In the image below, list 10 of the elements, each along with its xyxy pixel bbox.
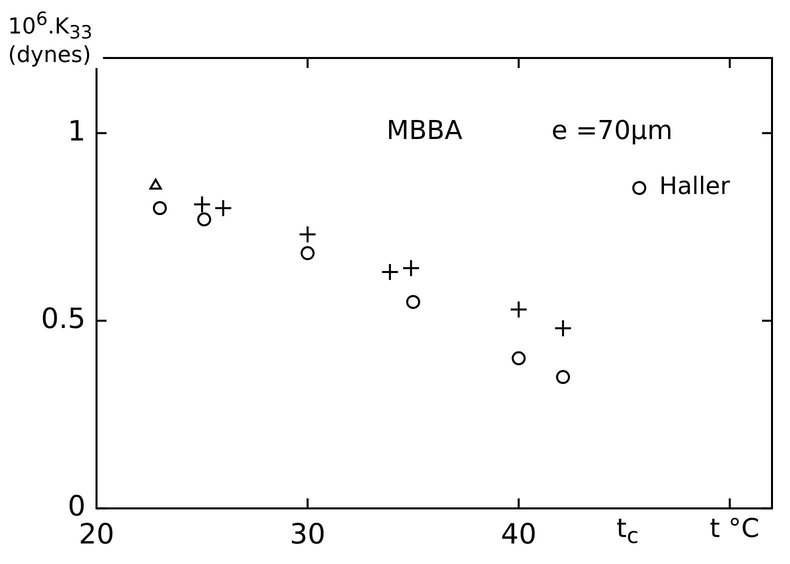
y-tick-label: 0.5 bbox=[41, 302, 86, 336]
x-tick-label: 40 bbox=[500, 517, 537, 550]
x-axis-title: t °C bbox=[710, 514, 760, 544]
y-tick-label: 1 bbox=[68, 114, 86, 148]
text: t$_{c}$ bbox=[616, 514, 639, 550]
annotation: MBBA bbox=[386, 116, 462, 146]
y-axis-title: 10$^{6}$.K$_{33}$ (dynes) bbox=[8, 9, 103, 68]
x-tick-label: 30 bbox=[290, 517, 326, 550]
annotation: e =70μm bbox=[552, 116, 673, 146]
legend-label: Haller bbox=[659, 172, 730, 200]
